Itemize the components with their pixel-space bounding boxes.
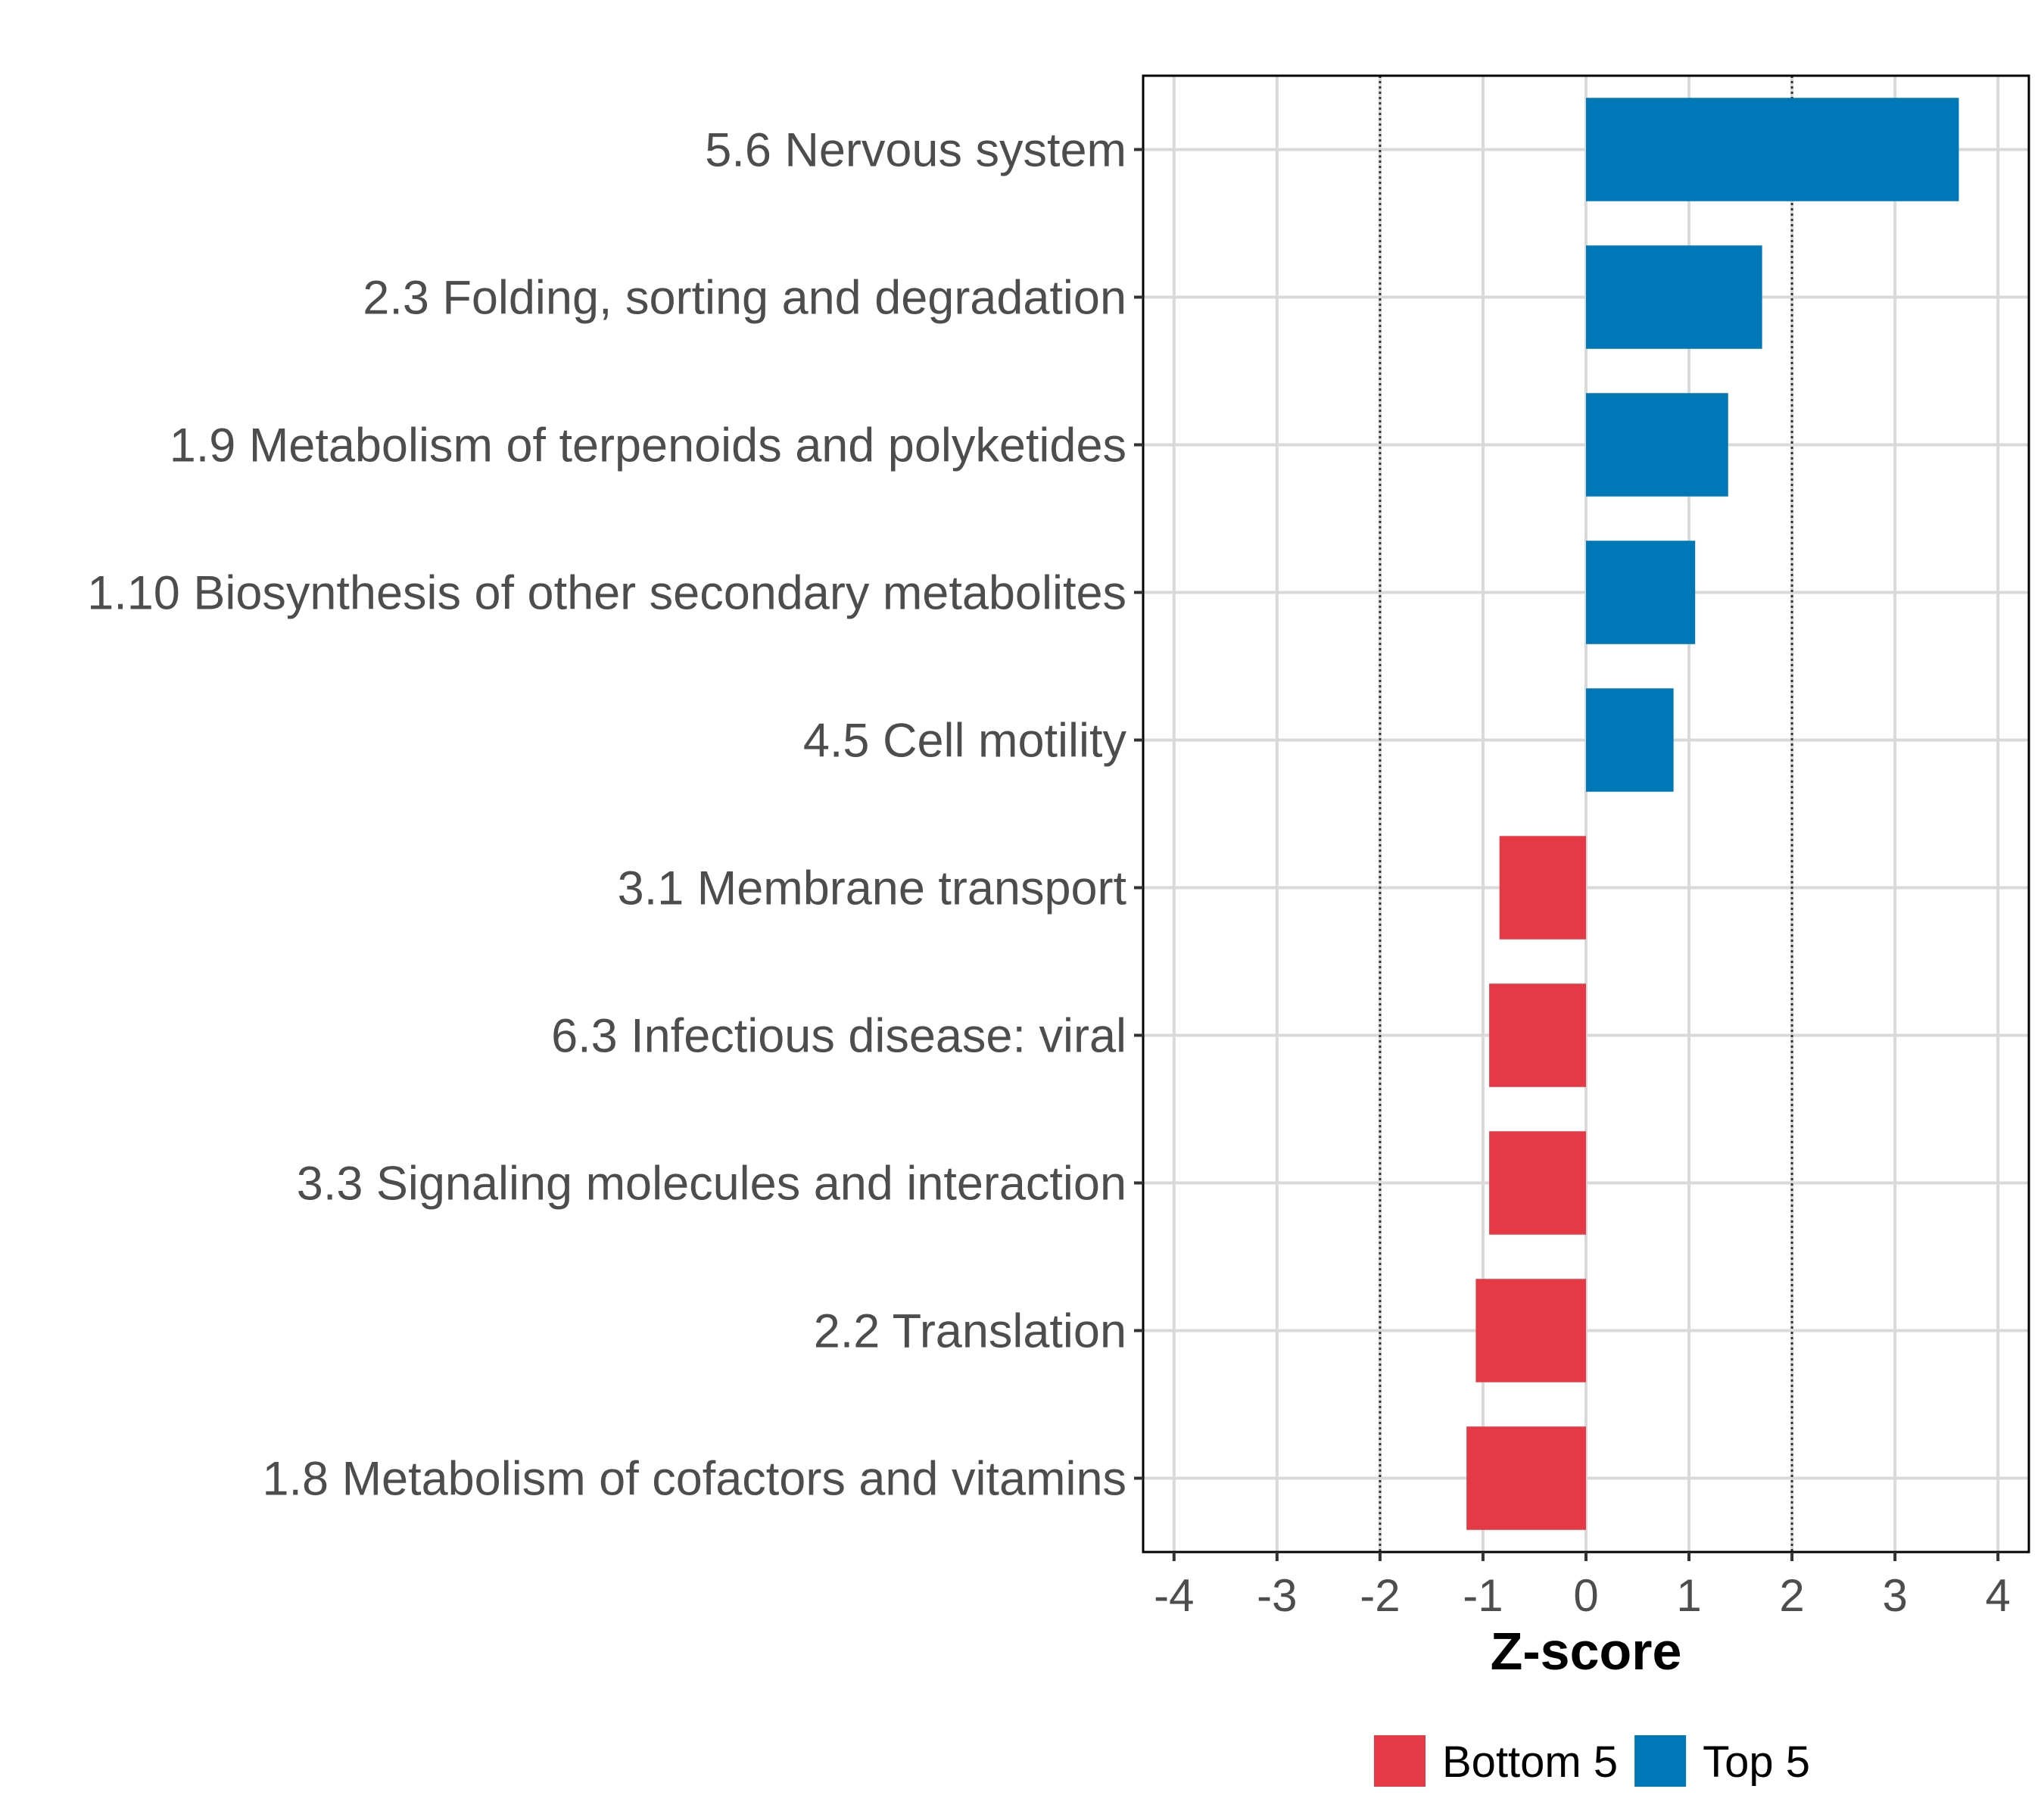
bar [1586, 393, 1728, 497]
bar [1489, 983, 1586, 1087]
x-tick-label: -4 [1154, 1570, 1194, 1621]
reference-lines [1379, 76, 1793, 1552]
category-label: 3.1 Membrane transport [618, 862, 1127, 915]
bar [1499, 836, 1586, 940]
category-label: 3.3 Signaling molecules and interaction [297, 1158, 1126, 1211]
x-axis-title: Z-score [1491, 1622, 1682, 1681]
legend-label: Top 5 [1703, 1738, 1810, 1787]
category-label: 6.3 Infectious disease: viral [551, 1010, 1126, 1063]
x-tick-label: 4 [1985, 1570, 2010, 1621]
legend-swatch [1374, 1735, 1426, 1787]
bar [1475, 1279, 1586, 1382]
x-tick-label: 1 [1676, 1570, 1701, 1621]
bars [1466, 98, 1959, 1530]
category-label: 1.9 Metabolism of terpenoids and polyket… [170, 419, 1126, 472]
bar [1466, 1426, 1586, 1530]
category-label: 1.8 Metabolism of cofactors and vitamins [262, 1453, 1126, 1506]
category-label: 4.5 Cell motility [803, 715, 1127, 768]
category-label: 2.2 Translation [814, 1305, 1126, 1358]
y-axis-ticks: 5.6 Nervous system 2.3 Folding, sorting a… [87, 124, 1143, 1506]
x-tick-label: -2 [1360, 1570, 1400, 1621]
bar [1586, 541, 1696, 644]
category-label: 5.6 Nervous system [705, 124, 1126, 177]
legend-label: Bottom 5 [1442, 1738, 1618, 1787]
x-tick-label: -3 [1257, 1570, 1297, 1621]
legend: Bottom 5 Top 5 [1374, 1735, 1810, 1787]
legend-swatch [1634, 1735, 1687, 1787]
x-tick-label: 2 [1779, 1570, 1804, 1621]
x-tick-label: 0 [1573, 1570, 1598, 1621]
x-tick-label: -1 [1463, 1570, 1503, 1621]
category-label: 1.10 Biosynthesis of other secondary met… [87, 567, 1126, 620]
x-axis-ticks: -4 -3 -2 -1 0 1 2 3 4 [1154, 1552, 2011, 1621]
bar [1489, 1131, 1586, 1235]
x-tick-label: 3 [1882, 1570, 1907, 1621]
bar [1586, 688, 1674, 792]
bar [1586, 98, 1959, 201]
category-label: 2.3 Folding, sorting and degradation [363, 272, 1126, 325]
bar [1586, 245, 1762, 349]
